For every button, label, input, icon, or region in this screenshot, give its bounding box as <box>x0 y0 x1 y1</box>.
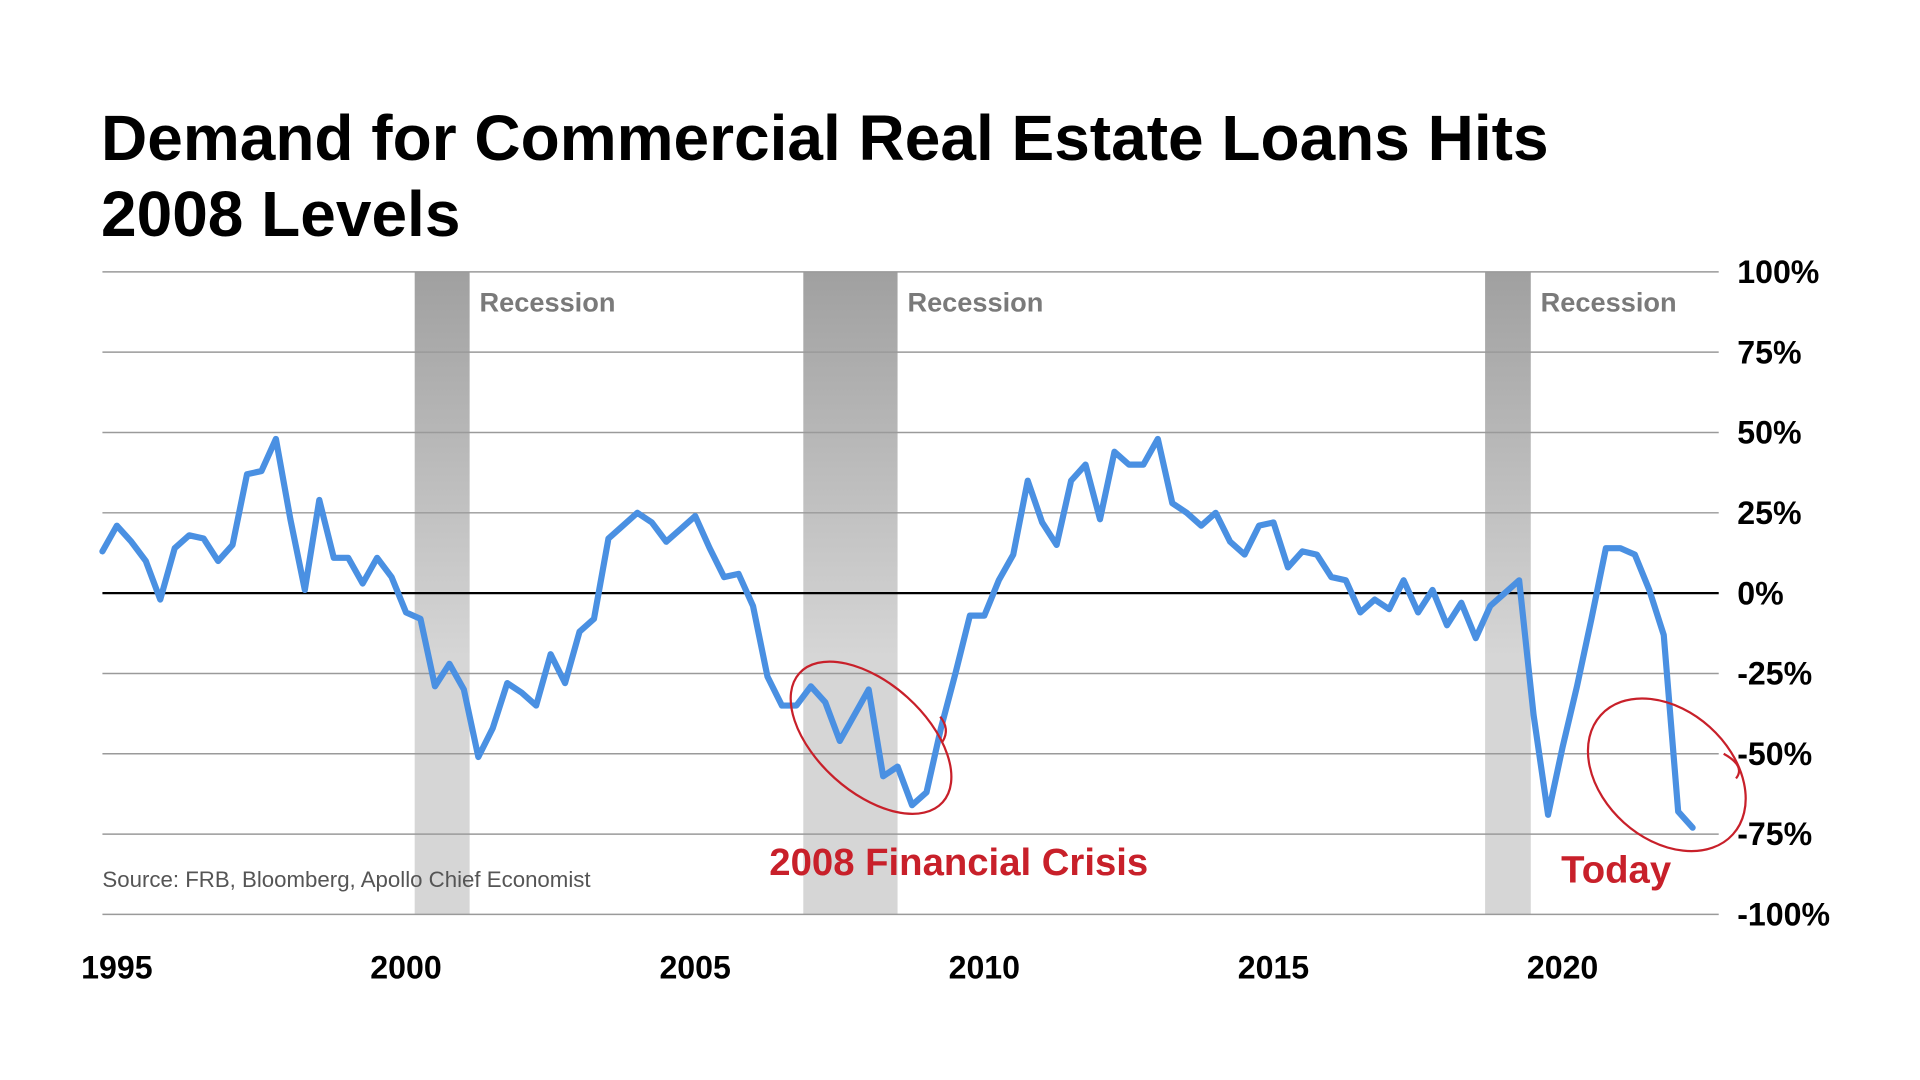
highlight-hook <box>1723 752 1741 780</box>
recession-label: Recession <box>907 286 1043 317</box>
y-tick-label: 50% <box>1737 415 1801 451</box>
highlight-circle <box>1586 697 1747 853</box>
x-tick-label: 2015 <box>1238 950 1309 986</box>
highlight-hook <box>939 716 947 742</box>
annotation: 2008 Financial Crisis <box>769 841 1148 884</box>
y-tick-label: -75% <box>1737 816 1812 852</box>
x-tick-label: 2005 <box>659 950 730 986</box>
recession-label: Recession <box>1541 286 1677 317</box>
y-tick-label: 0% <box>1737 575 1783 611</box>
source-note: Source: FRB, Bloomberg, Apollo Chief Eco… <box>102 867 591 892</box>
x-tick-label: 2020 <box>1527 950 1598 986</box>
annotation: Today <box>1561 848 1672 891</box>
y-tick-label: 25% <box>1737 495 1801 531</box>
y-tick-label: 100% <box>1737 254 1819 290</box>
y-tick-label: -50% <box>1737 736 1812 772</box>
highlight-circle <box>789 660 953 815</box>
y-tick-label: -100% <box>1737 897 1830 933</box>
x-tick-label: 2010 <box>949 950 1020 986</box>
y-tick-label: -25% <box>1737 656 1812 692</box>
x-tick-label: 2000 <box>370 950 441 986</box>
data-line <box>99 435 1696 831</box>
recession-label: Recession <box>480 286 616 317</box>
x-tick-label: 1995 <box>81 950 152 986</box>
y-tick-label: 75% <box>1737 334 1801 370</box>
chart-title: Demand for Commercial Real Estate Loans … <box>101 102 1549 250</box>
